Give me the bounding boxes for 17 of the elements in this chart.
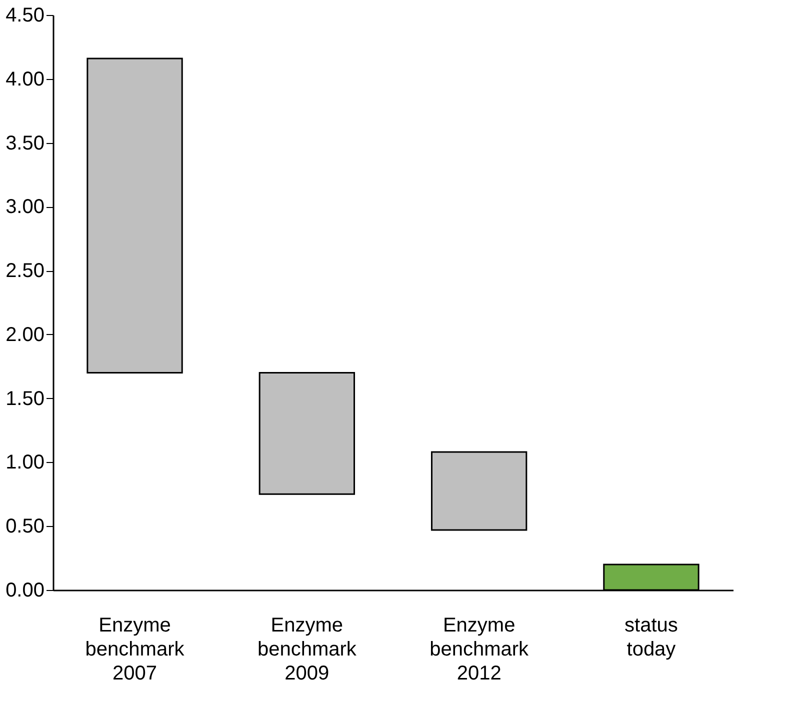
y-tick-label: 2.00 [6, 324, 44, 346]
y-tick-label: 2.50 [6, 260, 44, 282]
y-tick-label: 1.50 [6, 388, 44, 410]
y-tick-label: 4.00 [6, 68, 44, 90]
y-tick-label: 3.50 [6, 132, 44, 154]
y-tick-label: 0.50 [6, 516, 44, 538]
x-tick-label: Enzyme benchmark 2012 [430, 614, 530, 684]
bar [86, 58, 183, 374]
x-tick-label: Enzyme benchmark 2007 [85, 614, 186, 684]
bar [430, 451, 528, 531]
x-tick-label: status today [624, 614, 678, 660]
y-tick-label: 4.50 [6, 4, 44, 26]
x-tick-label: Enzyme benchmark 2009 [257, 614, 358, 684]
bar [258, 372, 356, 495]
y-tick-label: 1.00 [6, 452, 44, 474]
y-tick-label: 0.00 [6, 580, 44, 602]
y-tick-label: 3.00 [6, 196, 44, 218]
